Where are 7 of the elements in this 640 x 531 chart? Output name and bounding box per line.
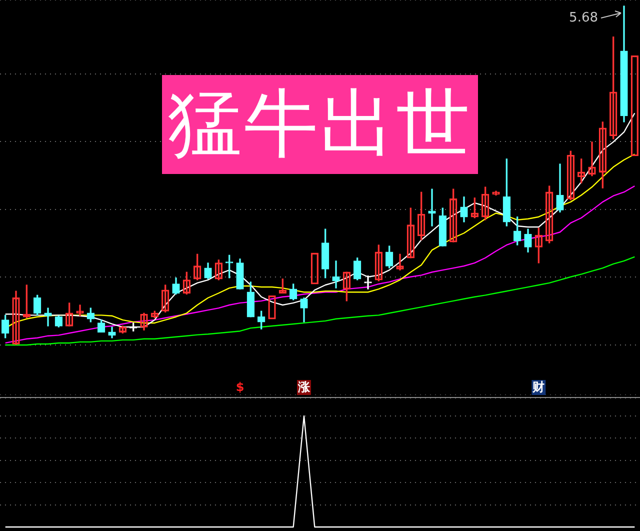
annotation: 5.68 bbox=[569, 10, 598, 26]
text: 财 bbox=[532, 380, 545, 394]
text: 涨 bbox=[297, 380, 311, 394]
candlestick bbox=[332, 260, 340, 288]
text: 猛牛出世 bbox=[162, 75, 478, 174]
text: $ bbox=[236, 380, 244, 394]
candlestick bbox=[364, 276, 372, 290]
